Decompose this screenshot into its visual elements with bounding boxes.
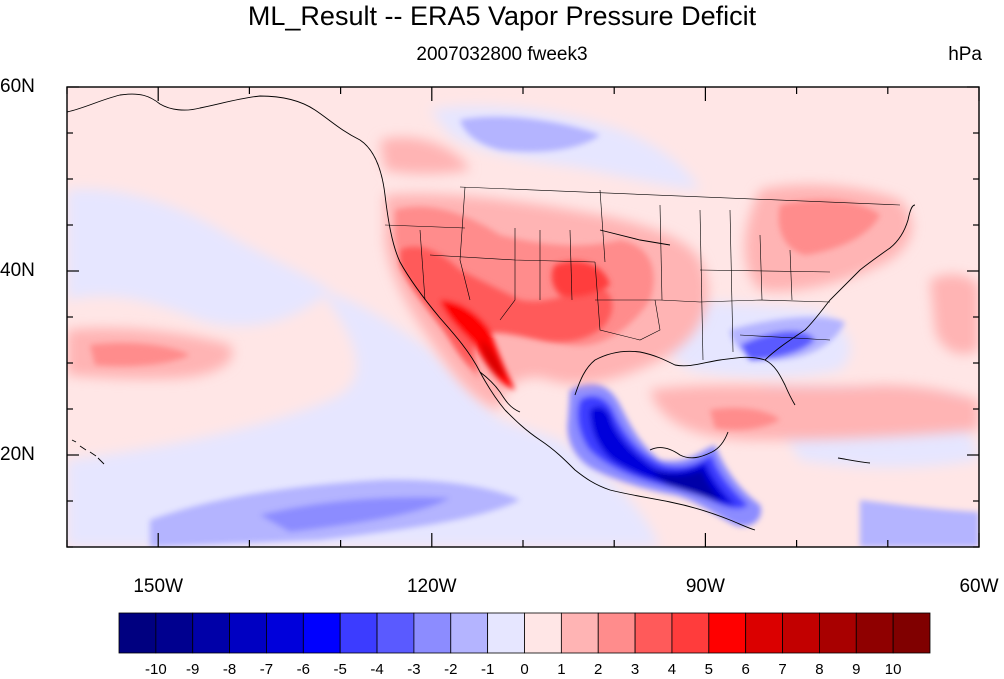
colorbar-swatch xyxy=(819,612,857,654)
colorbar-swatch xyxy=(413,612,452,654)
colorbar-tick-label: -6 xyxy=(296,661,310,678)
colorbar-tick-label: 4 xyxy=(667,661,677,678)
lat-tick-label: 40N xyxy=(0,260,35,281)
colorbar-tick-label: -4 xyxy=(370,661,384,678)
colorbar-tick-label: 2 xyxy=(594,661,603,678)
colorbar-swatch xyxy=(192,612,230,654)
lon-tick-label: 150W xyxy=(133,576,184,597)
colorbar-tick-label: -8 xyxy=(222,661,237,678)
colorbar-tick-label: -9 xyxy=(186,661,200,678)
colorbar-tick-label: 9 xyxy=(852,661,861,678)
colorbar-tick-label: 5 xyxy=(704,661,713,678)
colorbar-tick-label: -10 xyxy=(145,661,167,678)
colorbar-swatch xyxy=(560,612,599,654)
colorbar-swatch xyxy=(892,612,931,654)
colorbar-swatch xyxy=(708,612,747,654)
colorbar-swatch xyxy=(229,612,267,654)
colorbar-tick-label: -5 xyxy=(333,661,347,678)
colorbar-swatch xyxy=(745,612,783,654)
colorbar-swatch xyxy=(524,612,562,654)
field-negative-strong xyxy=(567,382,761,527)
colorbar-tick-label: -2 xyxy=(444,661,458,678)
colorbar-swatch xyxy=(671,612,710,654)
colorbar-swatch xyxy=(118,612,157,654)
colorbar-swatch xyxy=(855,612,894,654)
colorbar-tick-label: 7 xyxy=(778,661,787,678)
map-state-borders xyxy=(384,186,901,361)
colorbar-tick-label: 10 xyxy=(884,661,902,678)
colorbar-swatch xyxy=(155,612,194,654)
colorbar-tick-label: -7 xyxy=(259,661,274,678)
map-field xyxy=(67,87,979,547)
map-ticks xyxy=(66,86,980,548)
colorbar-tick-label: 1 xyxy=(557,661,566,678)
colorbar-swatch xyxy=(266,612,304,654)
colorbar-tick-label: 3 xyxy=(630,661,640,678)
colorbar-tick-label: 8 xyxy=(815,661,824,678)
lat-tick-label: 20N xyxy=(0,444,35,465)
colorbar-tick-label: -3 xyxy=(407,661,421,678)
colorbar-swatch xyxy=(450,612,489,654)
colorbar-swatch xyxy=(487,612,525,654)
colorbar-tick-label: 0 xyxy=(520,661,529,678)
chart-title: ML_Result -- ERA5 Vapor Pressure Deficit xyxy=(247,1,757,31)
colorbar-tick-label: -1 xyxy=(480,661,495,678)
colorbar-tick-label: 6 xyxy=(741,661,750,678)
colorbar-swatch xyxy=(782,612,820,654)
lat-tick-label: 60N xyxy=(0,76,35,97)
colorbar-swatch xyxy=(302,612,341,654)
lon-tick-label: 90W xyxy=(685,576,725,597)
lon-tick-label: 60W xyxy=(959,576,999,597)
colorbar-swatch xyxy=(634,612,673,654)
map-coastlines xyxy=(67,93,916,531)
colorbar xyxy=(118,612,931,654)
chart-subtitle: 2007032800 fweek3 xyxy=(416,44,588,65)
colorbar-swatch xyxy=(597,612,636,654)
colorbar-swatch xyxy=(339,612,378,654)
colorbar-swatch xyxy=(376,612,415,654)
lon-tick-label: 120W xyxy=(406,576,457,597)
units-label: hPa xyxy=(948,44,982,65)
